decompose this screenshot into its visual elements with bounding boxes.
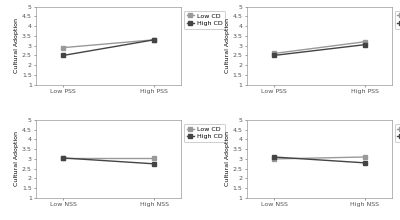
High CD <box>152 38 156 41</box>
High ED <box>272 156 276 158</box>
Line: High ED: High ED <box>272 42 367 58</box>
Y-axis label: Cultural Adoption: Cultural Adoption <box>14 18 19 73</box>
High CD <box>61 157 66 159</box>
Line: Low CD: Low CD <box>61 156 156 160</box>
Low ED <box>272 158 276 160</box>
Line: High CD: High CD <box>61 156 156 166</box>
Legend: Low CD, High CD: Low CD, High CD <box>184 11 225 29</box>
High CD <box>61 54 66 57</box>
Line: Low ED: Low ED <box>272 155 367 161</box>
Y-axis label: Cultural Adoption: Cultural Adoption <box>225 131 230 186</box>
Line: High CD: High CD <box>61 37 156 58</box>
Line: High ED: High ED <box>272 155 367 165</box>
High ED <box>272 54 276 57</box>
Y-axis label: Cultural Adoption: Cultural Adoption <box>14 131 19 186</box>
Line: Low CD: Low CD <box>61 37 156 50</box>
Low CD <box>152 157 156 159</box>
High ED <box>362 43 367 46</box>
Legend: Low CD, High CD: Low CD, High CD <box>184 124 225 142</box>
Low ED <box>362 156 367 158</box>
Y-axis label: Cultural Adoption: Cultural Adoption <box>225 18 230 73</box>
Low CD <box>61 46 66 49</box>
Low ED <box>362 40 367 43</box>
Legend: Low ED, High ED: Low ED, High ED <box>395 124 400 142</box>
Low CD <box>152 38 156 41</box>
Low CD <box>61 157 66 159</box>
Low ED <box>272 52 276 55</box>
Legend: Low ED, High ED: Low ED, High ED <box>395 11 400 29</box>
High ED <box>362 161 367 164</box>
Line: Low ED: Low ED <box>272 39 367 56</box>
High CD <box>152 163 156 165</box>
